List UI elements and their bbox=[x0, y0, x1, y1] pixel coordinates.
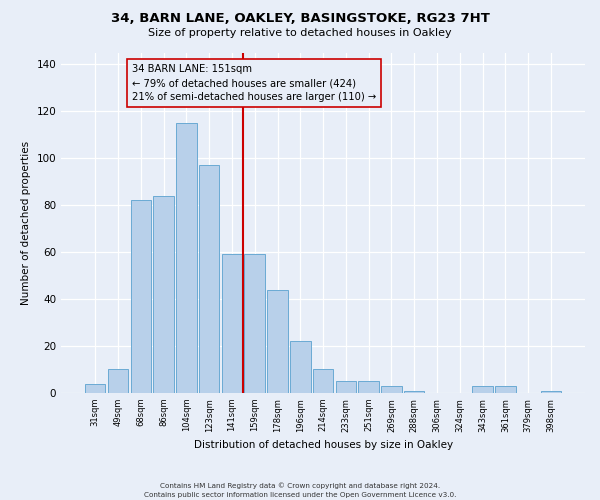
Bar bbox=[335, 381, 356, 393]
Bar bbox=[358, 381, 379, 393]
Bar bbox=[221, 254, 242, 393]
Text: 34, BARN LANE, OAKLEY, BASINGSTOKE, RG23 7HT: 34, BARN LANE, OAKLEY, BASINGSTOKE, RG23… bbox=[110, 12, 490, 26]
Bar bbox=[108, 370, 128, 393]
Bar bbox=[541, 390, 561, 393]
Bar bbox=[313, 370, 334, 393]
Bar bbox=[244, 254, 265, 393]
Text: Contains public sector information licensed under the Open Government Licence v3: Contains public sector information licen… bbox=[144, 492, 456, 498]
Bar bbox=[267, 290, 288, 393]
Bar bbox=[131, 200, 151, 393]
Bar bbox=[154, 196, 174, 393]
Bar bbox=[381, 386, 401, 393]
Bar bbox=[199, 165, 220, 393]
Bar bbox=[404, 390, 424, 393]
Text: 34 BARN LANE: 151sqm
← 79% of detached houses are smaller (424)
21% of semi-deta: 34 BARN LANE: 151sqm ← 79% of detached h… bbox=[132, 64, 376, 102]
Bar bbox=[290, 342, 311, 393]
Bar bbox=[176, 123, 197, 393]
Text: Contains HM Land Registry data © Crown copyright and database right 2024.: Contains HM Land Registry data © Crown c… bbox=[160, 482, 440, 489]
Text: Size of property relative to detached houses in Oakley: Size of property relative to detached ho… bbox=[148, 28, 452, 38]
Bar bbox=[472, 386, 493, 393]
Bar bbox=[495, 386, 515, 393]
Bar bbox=[85, 384, 106, 393]
Y-axis label: Number of detached properties: Number of detached properties bbox=[21, 140, 31, 305]
X-axis label: Distribution of detached houses by size in Oakley: Distribution of detached houses by size … bbox=[194, 440, 452, 450]
